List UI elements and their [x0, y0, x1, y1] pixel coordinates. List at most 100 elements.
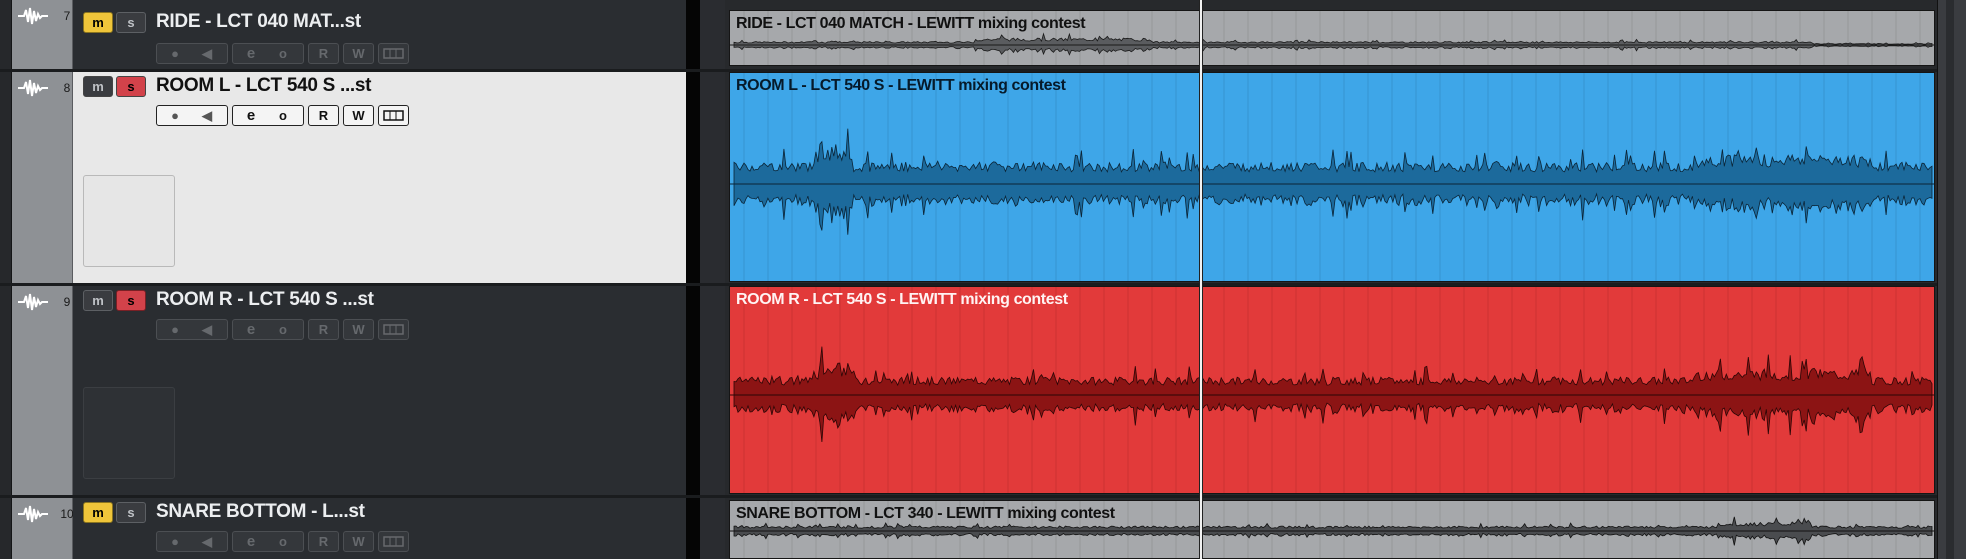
lanes-button[interactable] [378, 43, 409, 64]
track-number: 10 [60, 507, 74, 521]
record-enable-icon[interactable]: ● [171, 108, 179, 123]
monitor-icon[interactable]: ◀ [202, 534, 212, 549]
track-header[interactable]: m s ROOM L - LCT 540 S ...st ● ◀ e o R W [73, 72, 686, 284]
header-divider[interactable] [686, 498, 700, 559]
track-number-column: 10 [12, 498, 74, 559]
lanes-button[interactable] [378, 531, 409, 552]
track-number: 8 [63, 81, 71, 95]
lane-gutter [700, 72, 725, 284]
audio-event[interactable]: ROOM L - LCT 540 S - LEWITT mixing conte… [729, 72, 1935, 282]
mute-button[interactable]: m [83, 12, 113, 33]
playback-cursor[interactable] [1200, 0, 1202, 559]
header-divider[interactable] [686, 286, 700, 496]
write-button[interactable]: W [343, 105, 374, 126]
freeze-icon[interactable]: o [279, 108, 287, 123]
track-name[interactable]: ROOM R - LCT 540 S ...st [156, 289, 374, 310]
mute-button[interactable]: m [83, 502, 113, 523]
record-monitor-group: ● ◀ [156, 531, 228, 552]
track-strip [0, 498, 12, 559]
write-button[interactable]: W [343, 43, 374, 64]
header-divider[interactable] [686, 0, 700, 70]
lane-gutter [700, 286, 725, 496]
track-lane[interactable]: ROOM L - LCT 540 S - LEWITT mixing conte… [725, 72, 1937, 284]
lanes-button[interactable] [378, 319, 409, 340]
audio-event-name: ROOM R - LCT 540 S - LEWITT mixing conte… [736, 291, 1068, 308]
monitor-icon[interactable]: ◀ [202, 108, 212, 123]
edit-group: e o [232, 531, 304, 552]
write-label: W [352, 46, 365, 61]
header-divider[interactable] [686, 72, 700, 284]
track-strip [0, 72, 12, 284]
read-label: R [318, 534, 329, 549]
read-button[interactable]: R [308, 531, 339, 552]
record-monitor-group: ● ◀ [156, 43, 228, 64]
track-name[interactable]: RIDE - LCT 040 MAT...st [156, 11, 361, 32]
track-number: 9 [63, 295, 71, 309]
edit-channel-icon[interactable]: e [246, 533, 256, 550]
audio-event[interactable]: RIDE - LCT 040 MATCH - LEWITT mixing con… [729, 10, 1935, 66]
track-number-column: 8 [12, 72, 73, 284]
monitor-icon[interactable]: ◀ [202, 46, 212, 61]
write-label: W [352, 108, 365, 123]
read-button[interactable]: R [308, 105, 339, 126]
audio-event-name: SNARE BOTTOM - LCT 340 - LEWITT mixing c… [736, 505, 1115, 522]
track-9[interactable]: 9 m s ROOM R - LCT 540 S ...st ● ◀ e o R… [0, 286, 1966, 496]
track-10[interactable]: 10 m s SNARE BOTTOM - L...st ● ◀ e o R W… [0, 498, 1966, 559]
read-label: R [318, 322, 329, 337]
lanes-button[interactable] [378, 105, 409, 126]
lanes-icon [383, 110, 404, 121]
track-8[interactable]: 8 m s ROOM L - LCT 540 S ...st ● ◀ e o R… [0, 72, 1966, 284]
vertical-scrollbar[interactable] [1937, 0, 1966, 559]
read-label: R [318, 46, 329, 61]
write-button[interactable]: W [343, 531, 374, 552]
track-header[interactable]: m s ROOM R - LCT 540 S ...st ● ◀ e o R W [73, 286, 686, 496]
edit-channel-icon[interactable]: e [246, 107, 256, 124]
read-label: R [318, 108, 329, 123]
write-button[interactable]: W [343, 319, 374, 340]
record-enable-icon[interactable]: ● [171, 322, 179, 337]
waveform-shape [733, 128, 1933, 235]
audio-track-icon [18, 505, 48, 523]
track-number-column: 9 [12, 286, 73, 496]
edit-channel-icon[interactable]: e [246, 321, 256, 338]
edit-group: e o [232, 319, 304, 340]
track-lane[interactable]: ROOM R - LCT 540 S - LEWITT mixing conte… [725, 286, 1937, 496]
edit-channel-icon[interactable]: e [246, 45, 256, 62]
audio-event[interactable]: SNARE BOTTOM - LCT 340 - LEWITT mixing c… [729, 500, 1935, 559]
track-picture-placeholder[interactable] [83, 387, 175, 479]
record-enable-icon[interactable]: ● [171, 534, 179, 549]
freeze-icon[interactable]: o [279, 534, 287, 549]
solo-button[interactable]: s [116, 12, 146, 33]
solo-button[interactable]: s [116, 290, 146, 311]
track-header[interactable]: m s RIDE - LCT 040 MAT...st ● ◀ e o R W [73, 0, 686, 70]
record-enable-icon[interactable]: ● [171, 46, 179, 61]
waveform [730, 501, 1934, 558]
solo-button[interactable]: s [116, 502, 146, 523]
write-label: W [352, 534, 365, 549]
track-picture-placeholder[interactable] [83, 175, 175, 267]
track-lane[interactable]: SNARE BOTTOM - LCT 340 - LEWITT mixing c… [725, 498, 1937, 559]
write-label: W [352, 322, 365, 337]
lanes-icon [383, 48, 404, 59]
audio-event-name: RIDE - LCT 040 MATCH - LEWITT mixing con… [736, 15, 1086, 32]
track-name[interactable]: SNARE BOTTOM - L...st [156, 501, 365, 522]
monitor-icon[interactable]: ◀ [202, 322, 212, 337]
track-name[interactable]: ROOM L - LCT 540 S ...st [156, 75, 372, 96]
read-button[interactable]: R [308, 43, 339, 64]
track-header[interactable]: m s SNARE BOTTOM - L...st ● ◀ e o R W [73, 498, 686, 559]
track-7[interactable]: 7 m s RIDE - LCT 040 MAT...st ● ◀ e o R … [0, 0, 1966, 70]
track-lane[interactable]: RIDE - LCT 040 MATCH - LEWITT mixing con… [725, 0, 1937, 70]
mute-button[interactable]: m [83, 290, 113, 311]
mute-button[interactable]: m [83, 76, 113, 97]
audio-track-icon [18, 79, 48, 97]
edit-group: e o [232, 105, 304, 126]
audio-event[interactable]: ROOM R - LCT 540 S - LEWITT mixing conte… [729, 286, 1935, 494]
record-monitor-group: ● ◀ [156, 105, 228, 126]
lane-gutter [700, 0, 725, 70]
freeze-icon[interactable]: o [279, 46, 287, 61]
scrollbar-track[interactable] [1946, 0, 1954, 559]
solo-button[interactable]: s [116, 76, 146, 97]
freeze-icon[interactable]: o [279, 322, 287, 337]
read-button[interactable]: R [308, 319, 339, 340]
track-strip [0, 0, 12, 70]
